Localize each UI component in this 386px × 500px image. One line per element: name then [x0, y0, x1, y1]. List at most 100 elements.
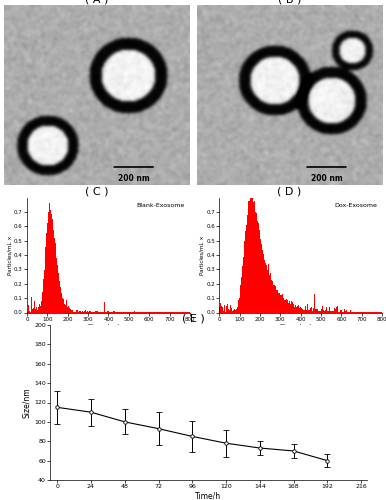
- Bar: [55, 244, 56, 312]
- Bar: [335, 309, 336, 312]
- Bar: [95, 311, 96, 312]
- Bar: [42, 292, 43, 312]
- Bar: [271, 280, 272, 312]
- Bar: [307, 304, 308, 312]
- Bar: [334, 310, 335, 312]
- Bar: [261, 244, 262, 312]
- Bar: [68, 306, 69, 312]
- Bar: [53, 228, 54, 312]
- Bar: [276, 290, 277, 312]
- Bar: [306, 310, 307, 312]
- Bar: [322, 306, 323, 312]
- Bar: [280, 295, 281, 312]
- Bar: [69, 308, 70, 312]
- Bar: [75, 309, 76, 312]
- Bar: [283, 298, 284, 312]
- Bar: [76, 310, 77, 312]
- Bar: [285, 300, 286, 312]
- Bar: [329, 307, 330, 312]
- Bar: [234, 310, 235, 312]
- Bar: [57, 266, 58, 312]
- Bar: [336, 308, 337, 312]
- Bar: [43, 279, 44, 312]
- Bar: [79, 311, 80, 312]
- Bar: [258, 224, 259, 312]
- Bar: [323, 310, 324, 312]
- Bar: [319, 309, 320, 312]
- Bar: [232, 311, 233, 312]
- Bar: [293, 304, 294, 312]
- Bar: [72, 310, 73, 312]
- Bar: [84, 304, 85, 312]
- Bar: [89, 310, 90, 312]
- Y-axis label: Size/nm: Size/nm: [22, 387, 32, 418]
- Bar: [273, 285, 274, 312]
- Bar: [228, 309, 229, 312]
- Bar: [41, 301, 42, 312]
- Bar: [62, 296, 63, 312]
- Bar: [337, 306, 338, 312]
- Bar: [34, 300, 35, 312]
- Bar: [128, 311, 129, 312]
- Bar: [259, 234, 260, 312]
- Bar: [308, 310, 309, 312]
- Bar: [292, 302, 293, 312]
- Bar: [49, 204, 50, 312]
- Bar: [266, 265, 267, 312]
- Bar: [324, 310, 325, 312]
- Bar: [326, 307, 327, 312]
- Bar: [246, 225, 247, 312]
- Bar: [45, 247, 46, 312]
- Bar: [248, 201, 249, 312]
- Bar: [229, 310, 230, 312]
- Bar: [310, 308, 311, 312]
- Bar: [46, 233, 47, 312]
- Bar: [38, 309, 39, 312]
- Bar: [113, 310, 114, 312]
- Bar: [332, 311, 333, 312]
- Bar: [299, 308, 300, 312]
- Bar: [233, 306, 234, 312]
- Bar: [344, 309, 345, 312]
- Bar: [236, 308, 237, 312]
- Bar: [295, 305, 296, 312]
- Bar: [272, 282, 273, 312]
- Title: ( A ): ( A ): [85, 0, 108, 4]
- Bar: [247, 214, 248, 312]
- Bar: [330, 311, 331, 312]
- Bar: [328, 311, 329, 312]
- Bar: [224, 305, 225, 312]
- X-axis label: Time/h: Time/h: [195, 492, 222, 500]
- Bar: [346, 310, 347, 312]
- Text: 200 nm: 200 nm: [311, 174, 342, 183]
- Bar: [270, 273, 271, 312]
- Bar: [227, 304, 228, 312]
- Bar: [296, 302, 297, 312]
- Bar: [316, 309, 317, 312]
- Bar: [281, 296, 282, 312]
- Bar: [40, 299, 41, 312]
- Bar: [300, 307, 301, 312]
- Bar: [268, 264, 269, 312]
- Bar: [301, 296, 302, 312]
- Bar: [315, 310, 316, 312]
- Bar: [251, 196, 252, 312]
- Bar: [70, 310, 71, 312]
- Text: ( E ): ( E ): [182, 314, 204, 324]
- Bar: [267, 270, 268, 312]
- Bar: [33, 308, 34, 312]
- Title: ( B ): ( B ): [278, 0, 301, 4]
- Bar: [264, 260, 265, 312]
- Text: Dox-Exosome: Dox-Exosome: [334, 203, 377, 208]
- Bar: [274, 288, 275, 312]
- Bar: [230, 304, 231, 312]
- Bar: [309, 310, 310, 312]
- Bar: [28, 305, 29, 312]
- Bar: [254, 200, 255, 312]
- Bar: [269, 275, 270, 312]
- Bar: [96, 311, 97, 312]
- Text: ( D ): ( D ): [277, 186, 301, 196]
- Bar: [341, 310, 342, 312]
- Bar: [294, 306, 295, 312]
- Bar: [245, 231, 246, 312]
